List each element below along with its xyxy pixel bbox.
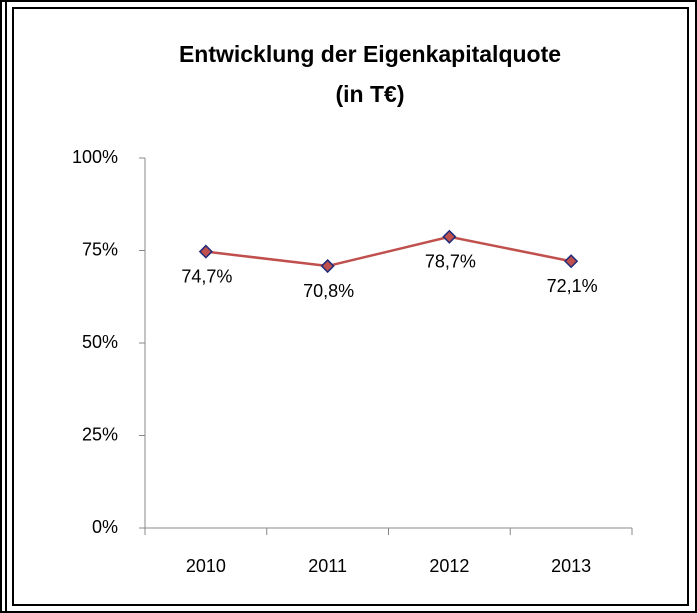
marker: [564, 254, 579, 269]
data-label: 78,7%: [425, 252, 476, 272]
marker: [320, 258, 335, 274]
y-tick-label: 75%: [82, 239, 118, 259]
data-label: 74,7%: [181, 266, 232, 286]
chart-title: (in T€): [336, 81, 405, 107]
y-tick-label: 0%: [92, 517, 118, 537]
chart-title: Entwicklung der Eigenkapitalquote: [179, 41, 561, 67]
x-tick-label: 2012: [429, 556, 469, 576]
line: [205, 235, 572, 268]
marker: [198, 244, 213, 259]
x-tick-label: 2013: [551, 556, 591, 576]
x-tick-label: 2010: [186, 556, 226, 576]
y-tick-label: 50%: [82, 332, 118, 352]
data-label: 72,1%: [547, 276, 598, 296]
data-label: 70,8%: [303, 281, 354, 301]
y-tick-label: 100%: [72, 147, 118, 167]
chart-frame: [12, 7, 689, 606]
x-tick-label: 2011: [308, 556, 347, 576]
y-tick-label: 25%: [82, 424, 118, 444]
marker: [442, 229, 457, 244]
